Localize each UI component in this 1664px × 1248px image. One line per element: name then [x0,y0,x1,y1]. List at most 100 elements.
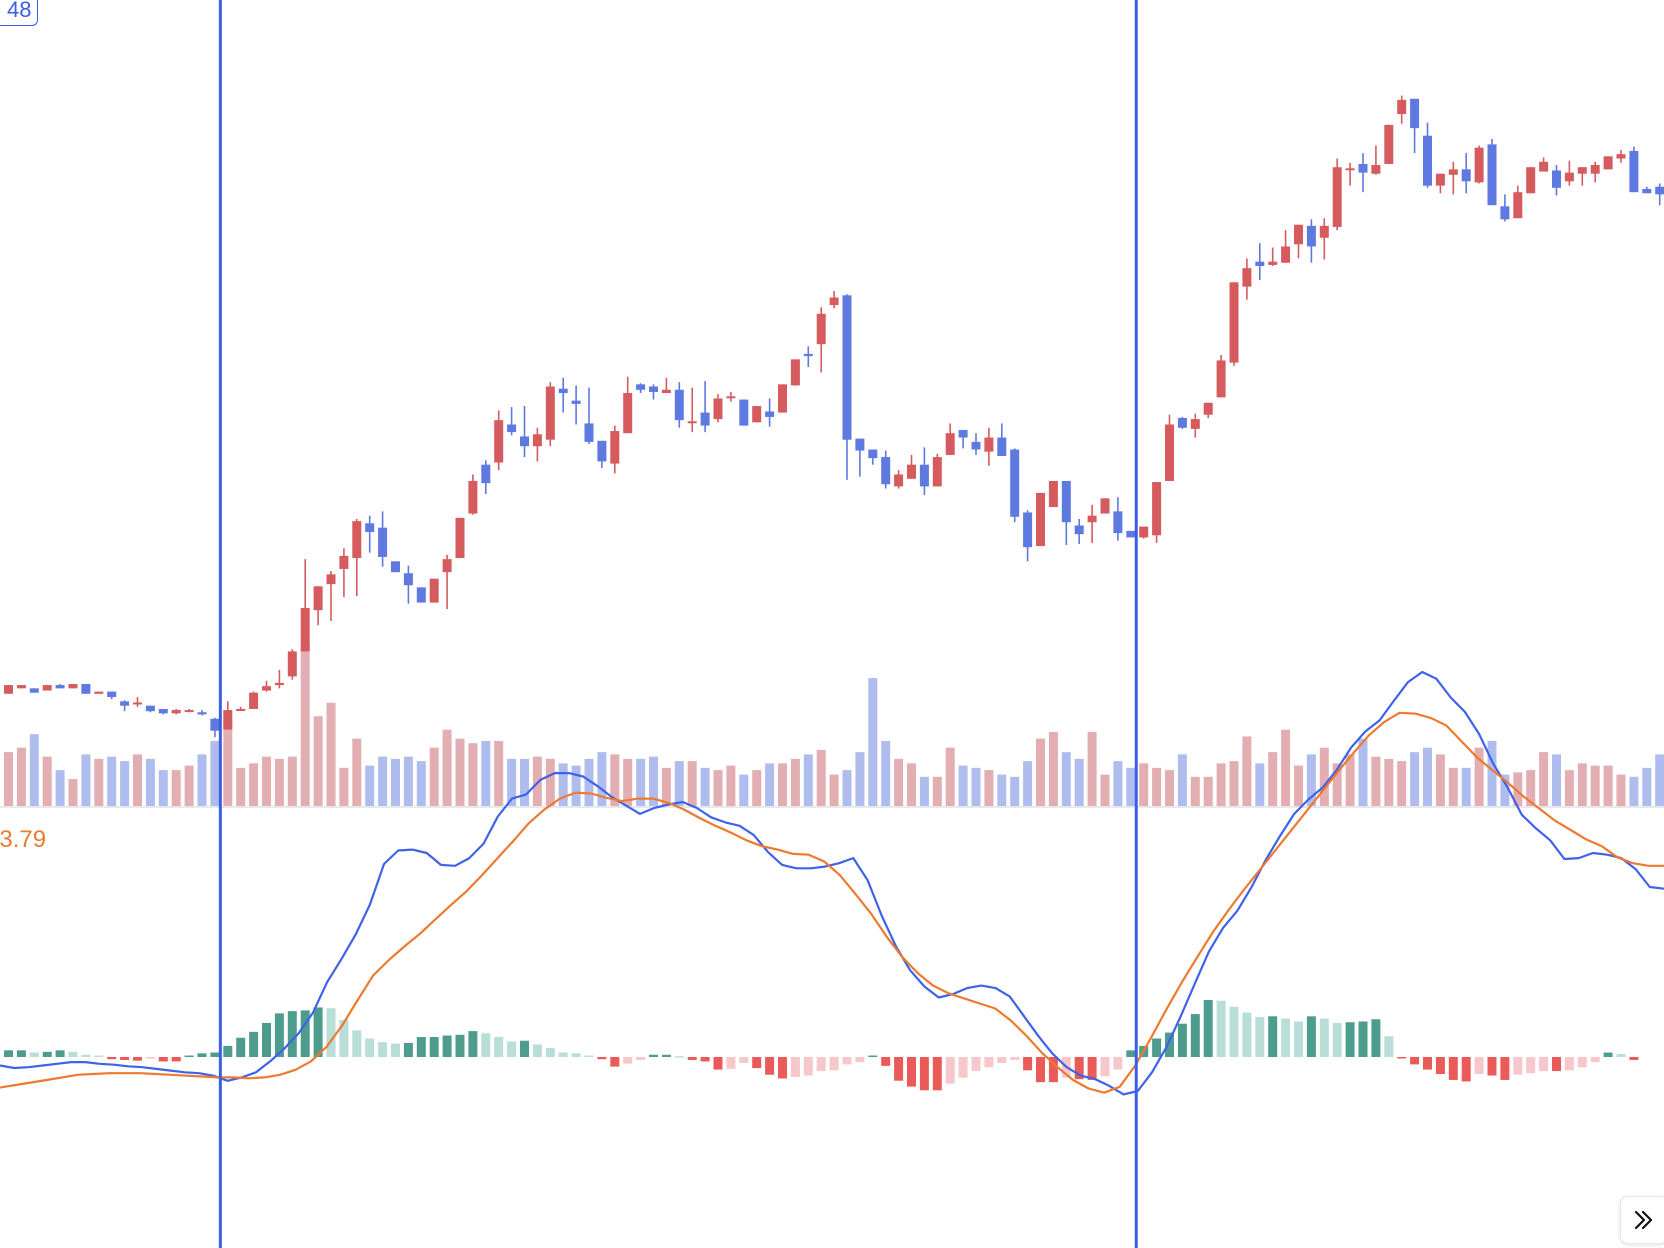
candle-body [365,523,375,532]
volume-bar [494,740,504,806]
candle-body [1474,147,1484,183]
candle [610,425,620,474]
candle [223,701,233,730]
candle [1513,185,1523,219]
candle [1345,162,1355,186]
volume-bar [1474,747,1484,806]
volume-bar [352,738,362,806]
volume-bar [442,729,452,806]
histogram-bar [1397,1057,1407,1059]
volume-bar [1319,747,1329,806]
histogram-bar [236,1037,246,1057]
candle-body [1294,224,1303,245]
histogram-bar [842,1057,852,1065]
histogram-bar [107,1057,117,1060]
histogram-bar [1023,1057,1033,1071]
volume-bar [713,770,723,806]
candle [894,470,904,489]
histogram-bar [1165,1032,1174,1057]
candle-body [532,434,542,447]
histogram-bar [391,1043,400,1057]
candle-body [1268,261,1278,265]
candle [1500,194,1510,222]
histogram-bar [971,1057,981,1072]
histogram-bar [1539,1057,1549,1072]
candle [1332,158,1342,231]
histogram-bar [287,1011,297,1057]
candle-body [829,297,839,306]
candle [932,453,942,487]
candle-body [1590,165,1600,174]
candle [1126,530,1136,538]
volume-bar [571,765,581,806]
volume-bar [223,720,233,806]
candle-body [520,436,529,447]
histogram-bar [494,1037,504,1057]
candle [68,684,78,689]
candle-body [4,685,13,694]
histogram-bar [739,1057,749,1063]
candle [636,383,646,394]
volume-bar [765,763,775,806]
candle [171,708,181,715]
histogram-bar [1074,1057,1084,1080]
candle [1642,186,1652,194]
candle [1397,95,1407,124]
histogram-bar [597,1057,607,1060]
volume-bar [16,747,26,806]
volume-bar [68,779,78,806]
candle-body [68,684,78,689]
candle-body [1461,169,1471,182]
double-chevron-right-icon [1634,1210,1653,1230]
volume-bar [739,774,749,806]
histogram-bar [1345,1022,1355,1057]
candle-body [507,424,517,433]
candle [352,518,362,597]
candle-body [919,464,929,487]
histogram-bar [1216,1000,1226,1057]
scroll-to-latest-button[interactable] [1620,1196,1664,1244]
volume-bar [1513,772,1523,806]
histogram-bar [752,1057,762,1069]
candle [1319,218,1329,260]
candle [442,554,452,610]
candle-body [1526,167,1536,194]
candle-body [429,578,439,603]
histogram-bar [520,1040,529,1057]
candle [300,559,310,652]
candle-body [1100,498,1110,514]
candle [997,423,1007,456]
volume-bar [1113,761,1123,806]
candle [262,680,271,692]
histogram-bar [1126,1050,1136,1057]
candle-body [1410,98,1420,129]
volume-bar [894,758,904,806]
volume-bar [520,758,529,806]
candle [313,586,323,626]
vertical-markers [218,0,1138,1248]
histogram-bar [1564,1057,1574,1071]
candle-body [700,412,710,426]
histogram-bar [958,1057,968,1078]
histogram-bar [4,1050,13,1057]
volume-bar [1397,761,1407,806]
volume-bar [1229,761,1239,806]
candle-body [894,474,904,487]
volume-bar [29,734,39,806]
candle [29,688,39,693]
volume-bar [133,754,142,806]
volume-bar [1294,765,1303,806]
candle [752,406,762,423]
candle-body [274,682,284,686]
candle-body [1074,525,1084,535]
volume-bar [1087,731,1097,806]
histogram-bar [1100,1057,1110,1077]
volume-bar [1603,765,1613,806]
volume-bar [1203,776,1213,806]
price-badge: 48 [0,0,39,26]
candle-body [1642,188,1652,194]
volume-bar [971,767,981,806]
volume-bar [1435,754,1445,806]
candle-body [326,574,336,585]
